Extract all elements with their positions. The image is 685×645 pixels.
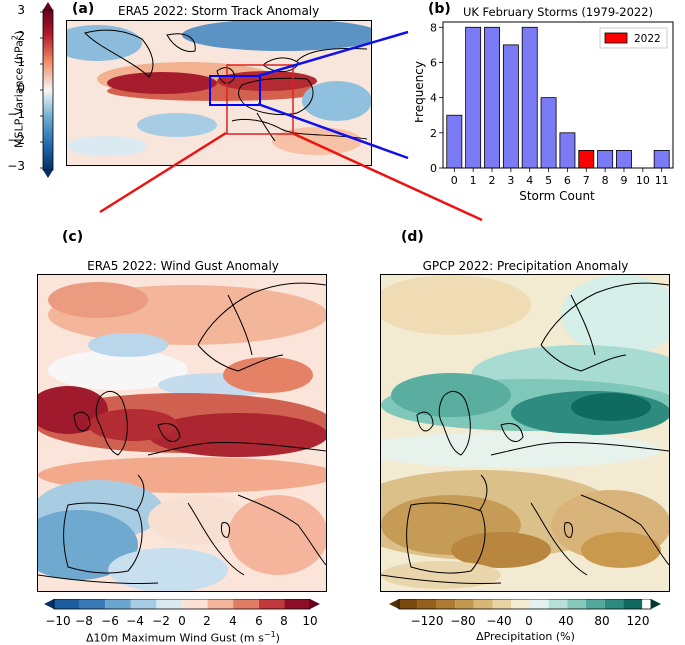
x-tick-label: 1: [470, 174, 477, 187]
panel-b-bar-chart: UK February Storms (1979-2022) Frequency…: [415, 5, 674, 203]
panel-d-letter: (d): [401, 229, 424, 245]
panel-a-tick-m3: −3: [7, 159, 25, 173]
bar-9: [616, 150, 632, 169]
bar-2: [484, 26, 500, 169]
x-tick-label: 7: [583, 174, 590, 187]
panel-c-tick-10: 10: [302, 614, 318, 628]
bar-1: [465, 26, 482, 169]
bar-6: [559, 132, 576, 169]
bar-5: [540, 97, 557, 169]
panel-a-tick-3: 3: [17, 3, 25, 17]
panel-a-tick-2: 2: [17, 29, 25, 43]
panel-d-tick-m120: −120: [410, 614, 444, 628]
panel-d-tick-40: 40: [558, 614, 574, 628]
panel-d-colorbar-label: ΔPrecipitation (%): [476, 630, 575, 643]
x-tick-label: 11: [655, 174, 669, 187]
panel-c-tick-8: 8: [280, 614, 288, 628]
panel-d-map: [380, 274, 670, 592]
panel-a-tick-0: 0: [17, 81, 25, 95]
legend-swatch: [604, 32, 628, 44]
bar-chart-axes-frame: [442, 21, 674, 169]
bar-chart-xlabel: Storm Count: [519, 189, 595, 203]
panel-d-tick-0: 0: [525, 614, 533, 628]
panel-c-colorbar-label: Δ10m Maximum Wind Gust (m s−1): [86, 630, 280, 645]
panel-c-tick-2: 2: [203, 614, 211, 628]
panel-c-tick-4: 4: [229, 614, 237, 628]
x-tick-label: 5: [545, 174, 552, 187]
panel-d-tick-m40: −40: [486, 614, 512, 628]
bar-11: [653, 150, 670, 169]
panel-d-tick-m80: −80: [450, 614, 476, 628]
panel-a-tick-m2: −2: [7, 133, 25, 147]
panel-c-map: [37, 274, 327, 592]
y-tick-label: 2: [430, 127, 437, 140]
legend-label: 2022: [634, 33, 661, 45]
bar-7: [578, 150, 595, 169]
y-tick-label: 0: [430, 162, 437, 175]
bar-3: [502, 44, 519, 169]
bar-8: [597, 150, 614, 169]
panel-c-colorbar: [44, 598, 320, 615]
x-tick-label: 9: [620, 174, 627, 187]
x-tick-label: 0: [451, 174, 458, 187]
x-tick-label: 2: [489, 174, 496, 187]
panel-c-tick-6: 6: [255, 614, 263, 628]
panel-c-tick-m6: −6: [101, 614, 119, 628]
bar-0: [446, 114, 463, 169]
panel-d-title: GPCP 2022: Precipitation Anomaly: [422, 259, 629, 273]
y-tick-label: 4: [430, 92, 437, 105]
panel-a-letter: (a): [72, 1, 95, 17]
bar-chart-title: UK February Storms (1979-2022): [463, 5, 653, 19]
x-tick-label: 8: [602, 174, 609, 187]
panel-c-tick-m4: −4: [126, 614, 144, 628]
panel-connector-lines: [99, 30, 483, 222]
x-tick-label: 4: [526, 174, 533, 187]
bar-chart-legend: 2022: [599, 27, 668, 49]
x-tick-label: 10: [636, 174, 650, 187]
panel-c-title: ERA5 2022: Wind Gust Anomaly: [87, 259, 279, 273]
y-tick-label: 8: [430, 21, 437, 34]
panel-c-tick-0: 0: [178, 614, 186, 628]
panel-c-tick-m10: −10: [45, 614, 71, 628]
panel-d-tick-120: 120: [626, 614, 650, 628]
panel-a-tick-1: 1: [17, 55, 25, 69]
panel-c-letter: (c): [62, 229, 84, 245]
panel-d-tick-80: 80: [594, 614, 610, 628]
bar-4: [521, 26, 538, 169]
x-tick-label: 3: [507, 174, 514, 187]
bar-chart-ylabel: Frequency: [415, 61, 426, 123]
panel-a-tick-m1: −1: [7, 107, 25, 121]
x-tick-label: 6: [564, 174, 571, 187]
panel-a-colorbar: MSLP Variance (hPa2): [8, 2, 56, 178]
panel-b-letter: (b): [428, 1, 451, 17]
panel-c-tick-m2: −2: [152, 614, 170, 628]
panel-a-title: ERA5 2022: Storm Track Anomaly: [118, 4, 320, 18]
panel-c-tick-m8: −8: [75, 614, 93, 628]
y-tick-label: 6: [430, 56, 437, 69]
panel-d-colorbar: [389, 598, 661, 615]
